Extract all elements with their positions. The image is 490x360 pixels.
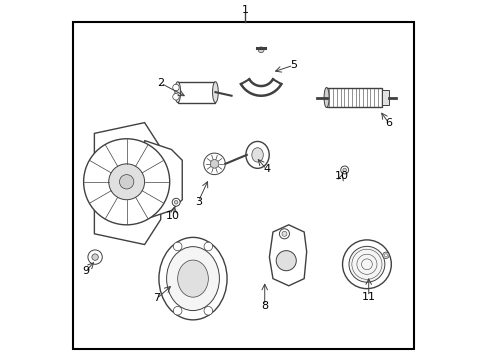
Polygon shape (145, 140, 182, 220)
Ellipse shape (167, 247, 220, 311)
Text: 7: 7 (153, 293, 161, 303)
Circle shape (385, 254, 388, 257)
Circle shape (343, 168, 346, 172)
Ellipse shape (159, 237, 227, 320)
Ellipse shape (178, 260, 208, 297)
Text: 11: 11 (362, 292, 376, 302)
Circle shape (204, 306, 213, 315)
Circle shape (341, 166, 349, 174)
Text: 6: 6 (385, 118, 392, 128)
Ellipse shape (213, 82, 218, 103)
Bar (326, 88, 382, 107)
Circle shape (174, 201, 178, 204)
Circle shape (282, 231, 287, 236)
Text: 4: 4 (263, 164, 270, 174)
Circle shape (258, 47, 264, 53)
Bar (178, 82, 216, 103)
Circle shape (92, 254, 98, 260)
Text: 2: 2 (157, 78, 164, 88)
Ellipse shape (175, 82, 181, 103)
Circle shape (88, 250, 102, 264)
Circle shape (173, 242, 182, 251)
Circle shape (173, 84, 179, 91)
Circle shape (210, 159, 219, 168)
Text: 3: 3 (195, 197, 202, 207)
Circle shape (84, 139, 170, 225)
Circle shape (279, 229, 290, 239)
Text: 10: 10 (166, 211, 180, 221)
Text: 1: 1 (242, 5, 248, 15)
Circle shape (343, 240, 392, 289)
Circle shape (204, 153, 225, 175)
Ellipse shape (246, 141, 269, 168)
Ellipse shape (252, 148, 263, 162)
Circle shape (173, 306, 182, 315)
Circle shape (120, 175, 134, 189)
Circle shape (173, 94, 179, 100)
Circle shape (204, 242, 213, 251)
Ellipse shape (324, 87, 329, 108)
Circle shape (383, 252, 389, 258)
Circle shape (349, 246, 385, 282)
Text: 10: 10 (335, 171, 349, 181)
Circle shape (172, 198, 180, 206)
Circle shape (109, 164, 145, 200)
Circle shape (276, 251, 296, 271)
Bar (382, 90, 390, 105)
Polygon shape (270, 225, 307, 286)
Text: 9: 9 (82, 266, 89, 276)
Text: 8: 8 (261, 301, 269, 311)
Polygon shape (95, 123, 161, 244)
Text: 5: 5 (290, 60, 297, 70)
